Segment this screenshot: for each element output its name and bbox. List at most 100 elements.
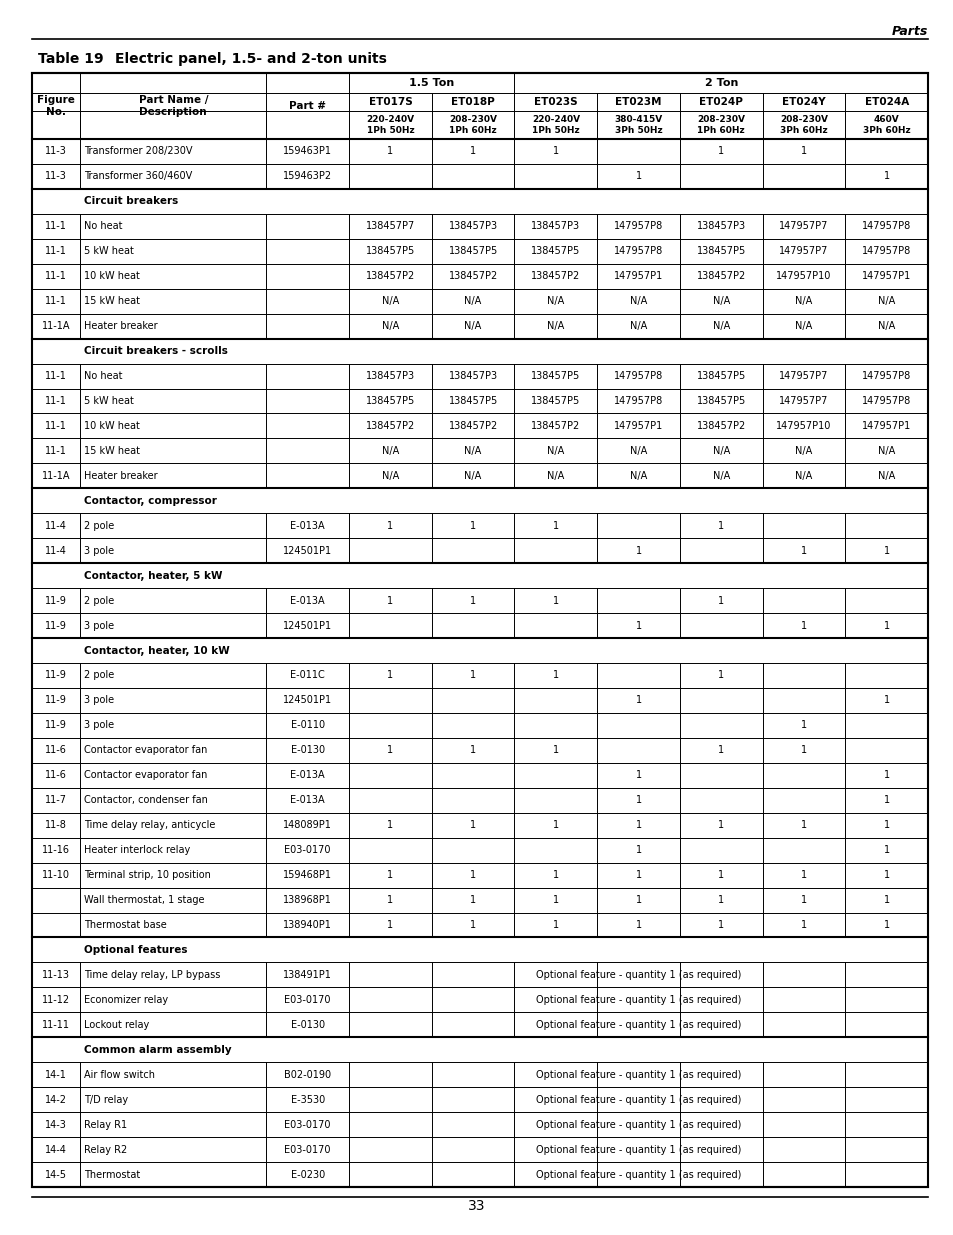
Text: 1: 1: [800, 920, 806, 930]
Text: 147957P1: 147957P1: [862, 272, 910, 282]
Text: 11-16: 11-16: [42, 845, 71, 855]
Text: 1: 1: [718, 920, 723, 930]
Text: 15 kW heat: 15 kW heat: [84, 446, 140, 456]
Text: Circuit breakers: Circuit breakers: [84, 196, 178, 206]
Text: Thermostat: Thermostat: [84, 1170, 140, 1179]
Text: 1: 1: [800, 746, 806, 756]
Text: 1: 1: [387, 671, 393, 680]
Text: E-0110: E-0110: [291, 720, 324, 730]
Text: Electric panel, 1.5- and 2-ton units: Electric panel, 1.5- and 2-ton units: [115, 52, 387, 65]
Text: 1: 1: [387, 871, 393, 881]
Text: 1: 1: [800, 147, 806, 157]
Text: 159468P1: 159468P1: [283, 871, 332, 881]
Text: 138457P5: 138457P5: [531, 370, 579, 382]
Text: 14-1: 14-1: [45, 1070, 67, 1079]
Text: 1: 1: [552, 895, 558, 905]
Text: 1: 1: [882, 620, 889, 631]
Text: 11-11: 11-11: [42, 1020, 71, 1030]
Text: Circuit breakers - scrolls: Circuit breakers - scrolls: [84, 346, 228, 356]
Text: N/A: N/A: [381, 321, 398, 331]
Text: 147957P8: 147957P8: [613, 396, 662, 406]
Text: 1: 1: [552, 147, 558, 157]
Text: Optional feature - quantity 1 (as required): Optional feature - quantity 1 (as requir…: [536, 1120, 740, 1130]
Text: 1: 1: [552, 920, 558, 930]
Text: 138940P1: 138940P1: [283, 920, 332, 930]
Text: E03-0170: E03-0170: [284, 1120, 331, 1130]
Text: 1: 1: [882, 546, 889, 556]
Text: 1: 1: [470, 521, 476, 531]
Text: 1: 1: [470, 871, 476, 881]
Text: Lockout relay: Lockout relay: [84, 1020, 150, 1030]
Text: 1: 1: [800, 546, 806, 556]
Text: 147957P10: 147957P10: [776, 272, 831, 282]
Text: E-013A: E-013A: [290, 795, 325, 805]
Text: 1: 1: [387, 920, 393, 930]
Text: Optional feature - quantity 1 (as required): Optional feature - quantity 1 (as requir…: [536, 1145, 740, 1155]
Text: Relay R2: Relay R2: [84, 1145, 128, 1155]
Text: N/A: N/A: [629, 321, 646, 331]
Text: 138457P5: 138457P5: [448, 396, 497, 406]
Text: Contactor, condenser fan: Contactor, condenser fan: [84, 795, 208, 805]
Text: 1: 1: [800, 620, 806, 631]
Text: 2 pole: 2 pole: [84, 671, 114, 680]
Text: 1: 1: [800, 871, 806, 881]
Text: 1: 1: [387, 895, 393, 905]
Text: 11-9: 11-9: [45, 720, 67, 730]
Text: N/A: N/A: [464, 446, 481, 456]
Text: 11-9: 11-9: [45, 595, 67, 605]
Text: N/A: N/A: [795, 321, 812, 331]
Text: 147957P8: 147957P8: [613, 221, 662, 231]
Text: 1: 1: [718, 595, 723, 605]
Text: 11-1: 11-1: [45, 246, 67, 257]
Text: 147957P7: 147957P7: [779, 221, 828, 231]
Text: 147957P7: 147957P7: [779, 370, 828, 382]
Text: 124501P1: 124501P1: [283, 620, 332, 631]
Text: 11-1A: 11-1A: [42, 471, 71, 480]
Text: 1: 1: [718, 147, 723, 157]
Text: 11-4: 11-4: [45, 546, 67, 556]
Text: 1: 1: [882, 845, 889, 855]
Text: 208-230V
1Ph 60Hz: 208-230V 1Ph 60Hz: [449, 115, 497, 135]
Text: 147957P8: 147957P8: [613, 370, 662, 382]
Text: 138457P3: 138457P3: [448, 370, 497, 382]
Text: ET023M: ET023M: [615, 98, 661, 107]
Text: Transformer 208/230V: Transformer 208/230V: [84, 147, 193, 157]
Text: Heater interlock relay: Heater interlock relay: [84, 845, 191, 855]
Text: 138457P2: 138457P2: [696, 421, 745, 431]
Text: 1: 1: [470, 147, 476, 157]
Text: ET018P: ET018P: [451, 98, 495, 107]
Text: Part Name /
Description: Part Name / Description: [138, 95, 208, 117]
Text: 1: 1: [552, 871, 558, 881]
Text: 147957P8: 147957P8: [862, 396, 910, 406]
Text: ET017S: ET017S: [368, 98, 412, 107]
Text: 138457P2: 138457P2: [448, 272, 497, 282]
Text: 11-13: 11-13: [42, 969, 71, 979]
Text: E-0230: E-0230: [291, 1170, 324, 1179]
Text: ET023S: ET023S: [534, 98, 577, 107]
Text: N/A: N/A: [464, 471, 481, 480]
Text: 11-9: 11-9: [45, 671, 67, 680]
Text: Part #: Part #: [289, 101, 326, 111]
Text: 11-10: 11-10: [42, 871, 71, 881]
Text: 11-1: 11-1: [45, 272, 67, 282]
Text: Relay R1: Relay R1: [84, 1120, 128, 1130]
Text: 1: 1: [635, 820, 641, 830]
Text: 138968P1: 138968P1: [283, 895, 332, 905]
Text: 138457P3: 138457P3: [696, 221, 745, 231]
Text: E03-0170: E03-0170: [284, 995, 331, 1005]
Text: 1: 1: [882, 920, 889, 930]
Text: No heat: No heat: [84, 370, 123, 382]
Text: 1: 1: [635, 795, 641, 805]
Text: 1: 1: [387, 147, 393, 157]
Text: Heater breaker: Heater breaker: [84, 471, 157, 480]
Text: E-0130: E-0130: [291, 1020, 324, 1030]
Text: N/A: N/A: [381, 471, 398, 480]
Text: E-013A: E-013A: [290, 771, 325, 781]
Text: 1: 1: [635, 920, 641, 930]
Text: Contactor, compressor: Contactor, compressor: [84, 495, 217, 506]
Text: E-0130: E-0130: [291, 746, 324, 756]
Text: 147957P7: 147957P7: [779, 246, 828, 257]
Text: 138457P5: 138457P5: [696, 246, 745, 257]
Text: Optional feature - quantity 1 (as required): Optional feature - quantity 1 (as requir…: [536, 969, 740, 979]
Text: 138457P2: 138457P2: [531, 421, 579, 431]
